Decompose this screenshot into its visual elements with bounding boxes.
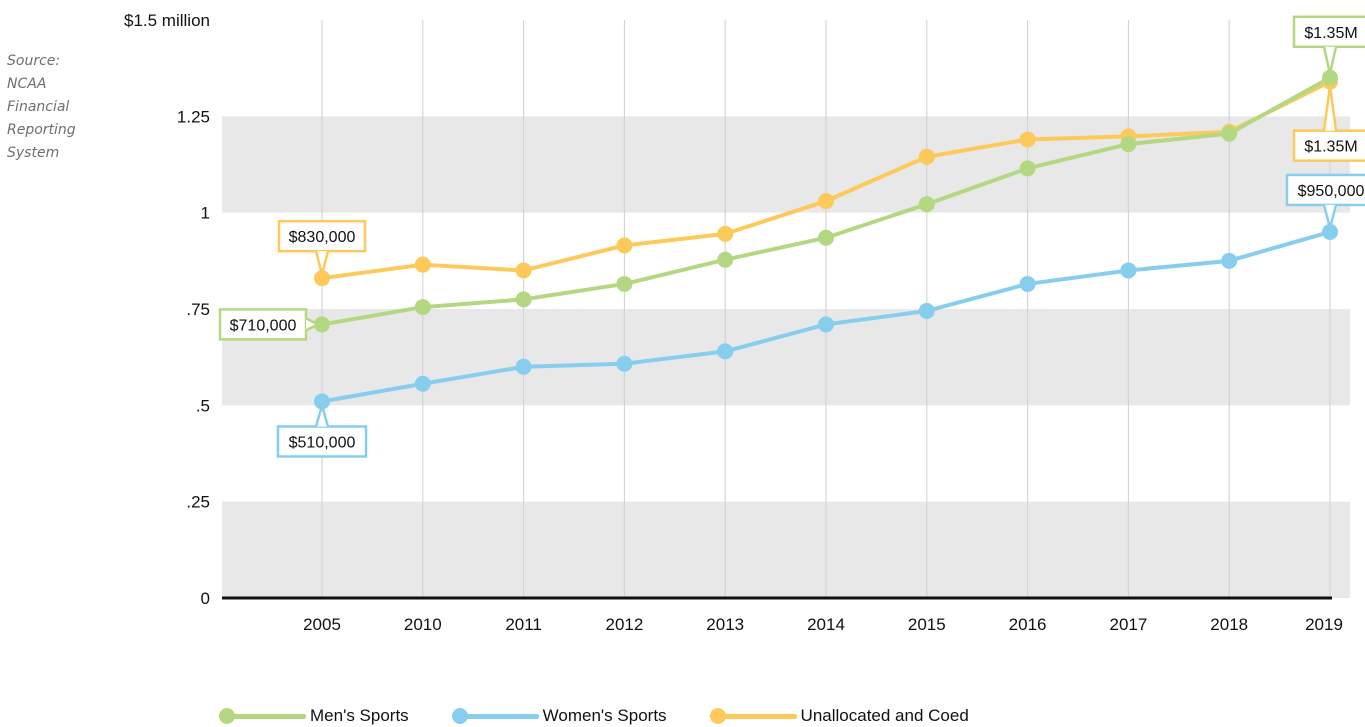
legend-dot [219, 708, 235, 724]
data-callout: $510,000 [276, 404, 368, 458]
data-point [818, 193, 834, 210]
source-line: Financial [7, 99, 70, 115]
y-tick-label: 0 [201, 589, 210, 608]
data-callout: $830,000 [277, 219, 367, 276]
legend-label: Unallocated and Coed [800, 706, 969, 725]
x-tick-label: 2017 [1109, 615, 1147, 634]
legend-line [718, 714, 797, 719]
data-callout: $1.35M [1292, 84, 1365, 162]
y-tick-label: $1.5 million [124, 11, 210, 30]
data-point [1221, 125, 1238, 142]
x-tick-label: 2014 [807, 615, 845, 634]
legend-label: Women's Sports [542, 706, 667, 725]
data-point [515, 262, 532, 279]
data-point [314, 393, 330, 410]
data-point [1221, 252, 1238, 269]
data-point [314, 316, 330, 333]
y-tick-label: 1.25 [177, 107, 210, 126]
callout-pointer [1322, 46, 1338, 76]
line-chart: 0 .25 .5 .75 1 1.25 $1.5 million 2005 2010 2011 20… [124, 11, 1365, 634]
y-tick-label: .75 [186, 300, 210, 319]
callout-pointer [314, 404, 330, 427]
x-tick-label: 2016 [1009, 615, 1047, 634]
x-tick-label: 2015 [908, 615, 946, 634]
data-point [616, 355, 633, 372]
data-point [1120, 136, 1137, 153]
source-note: Source: NCAA Financial Reporting System [7, 50, 117, 165]
x-tick-label: 2011 [505, 615, 542, 634]
data-point [918, 302, 935, 319]
legend-line [228, 714, 306, 719]
callout-label: $710,000 [230, 317, 297, 334]
x-tick-label: 2013 [706, 615, 744, 634]
chart-legend: Men's Sports Women's Sports Unallocated … [218, 705, 1011, 727]
data-callout: $710,000 [218, 308, 320, 341]
data-point [818, 316, 834, 333]
y-tick-label: 1 [201, 204, 210, 223]
data-point [414, 299, 431, 316]
callout-box [1292, 15, 1365, 49]
source-line: Reporting [7, 122, 76, 138]
data-point [314, 270, 330, 287]
data-point [918, 196, 935, 213]
grid-band [222, 309, 1350, 406]
data-point [515, 358, 532, 375]
callout-pointer [1322, 84, 1338, 131]
x-tick-label: 2005 [303, 615, 341, 634]
legend-item-womens: Women's Sports [451, 706, 667, 726]
data-point [1019, 275, 1036, 292]
data-point [616, 237, 633, 254]
legend-line [460, 714, 539, 719]
data-point [717, 225, 734, 242]
data-point [616, 275, 633, 292]
legend-label: Men's Sports [310, 706, 409, 725]
data-callout: $1.35M [1292, 15, 1365, 76]
data-point [717, 251, 734, 268]
grid-band [222, 116, 1350, 213]
y-tick-label: .5 [196, 396, 210, 415]
data-point [717, 343, 734, 360]
y-tick-label: .25 [186, 493, 210, 512]
data-point [1019, 160, 1036, 177]
callout-pointer [305, 317, 320, 332]
x-tick-label: 2010 [404, 615, 442, 634]
callout-label: $950,000 [1298, 183, 1365, 200]
data-point [515, 291, 532, 308]
data-point [1322, 223, 1338, 240]
data-point [1019, 131, 1036, 148]
data-callout: $950,000 [1285, 173, 1365, 230]
legend-swatch [451, 707, 539, 725]
data-point [918, 148, 935, 165]
data-point [1120, 262, 1137, 279]
callout-label: $510,000 [289, 434, 356, 451]
source-line: System [7, 145, 60, 161]
source-line: Source: [7, 53, 61, 69]
legend-swatch [218, 707, 306, 725]
data-point [414, 256, 431, 273]
callout-pointer [1322, 204, 1338, 230]
data-point [1322, 69, 1338, 86]
x-tick-label: 2019 [1305, 615, 1343, 634]
legend-dot [451, 708, 468, 724]
legend-item-unallocated: Unallocated and Coed [709, 706, 969, 726]
source-line: NCAA [7, 76, 47, 92]
callout-pointer [314, 250, 330, 276]
callout-box [276, 425, 368, 458]
grid-band [222, 501, 1350, 598]
data-point [818, 229, 834, 246]
legend-item-mens: Men's Sports [218, 706, 409, 726]
callout-label: $1.35M [1304, 25, 1357, 42]
x-tick-label: 2012 [605, 615, 643, 634]
callout-box [277, 219, 367, 253]
legend-dot [709, 708, 726, 724]
callout-label: $1.35M [1304, 139, 1357, 156]
callout-label: $830,000 [289, 229, 356, 246]
legend-swatch [709, 707, 797, 725]
data-point [414, 375, 431, 392]
x-tick-label: 2018 [1210, 615, 1248, 634]
